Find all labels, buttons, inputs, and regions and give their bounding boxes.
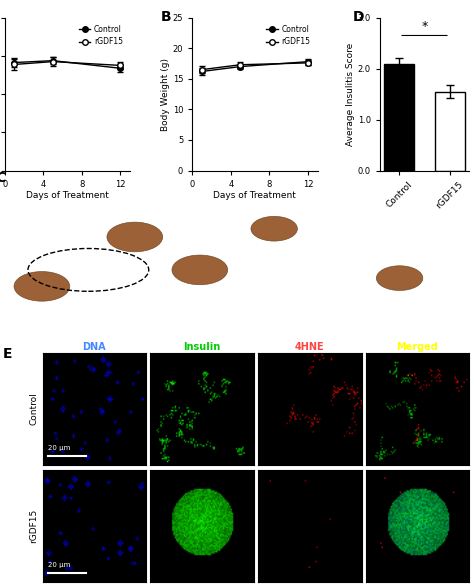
Ellipse shape <box>107 222 163 252</box>
Ellipse shape <box>172 255 228 285</box>
Text: C: C <box>0 171 6 185</box>
Legend: Control, rGDF15: Control, rGDF15 <box>263 21 314 49</box>
Title: DNA: DNA <box>82 342 106 352</box>
X-axis label: Days of Treatment: Days of Treatment <box>26 191 109 201</box>
Text: Control: Control <box>61 199 118 213</box>
Legend: Control, rGDF15: Control, rGDF15 <box>76 21 126 49</box>
Bar <box>384 64 414 171</box>
Text: rGDF15: rGDF15 <box>293 199 352 213</box>
Title: Merged: Merged <box>397 342 438 352</box>
Y-axis label: rGDF15: rGDF15 <box>29 509 38 543</box>
Ellipse shape <box>251 216 297 241</box>
Text: E: E <box>2 347 12 361</box>
Y-axis label: Average Insulitis Score: Average Insulitis Score <box>346 42 355 146</box>
Ellipse shape <box>14 272 70 301</box>
Y-axis label: Control: Control <box>29 393 38 425</box>
Text: B: B <box>161 10 172 24</box>
Title: Insulin: Insulin <box>183 342 221 352</box>
Ellipse shape <box>376 266 423 290</box>
Text: 20 μm: 20 μm <box>48 562 70 567</box>
Y-axis label: Body Weight (g): Body Weight (g) <box>161 58 170 131</box>
X-axis label: Days of Treatment: Days of Treatment <box>213 191 296 201</box>
Bar <box>435 92 465 171</box>
Title: 4HNE: 4HNE <box>295 342 325 352</box>
Text: *: * <box>421 20 428 33</box>
Text: D: D <box>353 10 365 24</box>
Text: 20 μm: 20 μm <box>48 445 70 450</box>
